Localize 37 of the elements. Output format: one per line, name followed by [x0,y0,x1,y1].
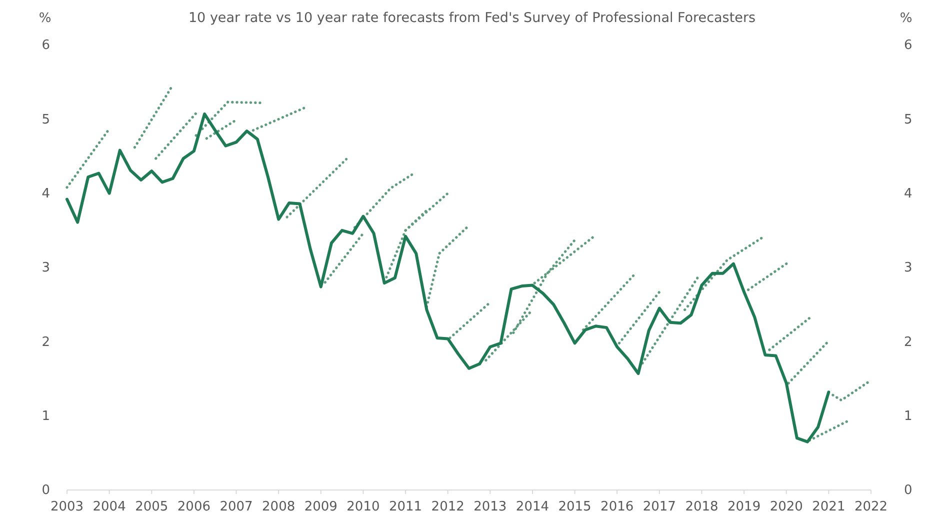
x-tick-label: 2010 [346,500,380,515]
y2-tick-label: 6 [904,38,912,54]
y-tick-label: 2 [42,334,50,350]
x-tick-label: 2014 [516,500,550,515]
y2-tick-label: 2 [904,334,912,350]
x-tick-label: 2016 [600,500,634,515]
x-tick-label: 2015 [558,500,592,515]
y-axis-title: % [38,11,52,26]
x-tick-label: 2022 [854,500,888,515]
chart-title: 10 year rate vs 10 year rate forecasts from Fed's Survey of Professional Forecasters [188,10,756,26]
x-tick-label: 2007 [220,500,253,515]
y-tick-label: 4 [42,186,50,202]
x-tick-label: 2006 [177,500,210,515]
x-tick-label: 2012 [431,500,464,515]
x-tick-label: 2011 [388,500,422,515]
x-tick-label: 2013 [474,500,507,515]
y2-tick-label: 4 [904,186,912,202]
y-tick-label: 0 [42,483,50,498]
y-tick-label: 5 [42,112,50,128]
x-tick-label: 2019 [728,500,761,515]
y2-tick-label: 0 [904,483,912,498]
x-tick-label: 2008 [262,500,296,515]
y2-axis-title: % [900,11,912,26]
y2-tick-label: 3 [904,260,912,276]
y-tick-label: 1 [42,408,50,424]
x-tick-label: 2021 [812,500,846,515]
x-tick-label: 2018 [685,500,718,515]
x-tick-label: 2004 [92,500,126,515]
y-tick-label: 6 [42,38,50,54]
x-tick-label: 2009 [304,500,338,515]
y2-tick-label: 5 [904,112,912,128]
x-tick-label: 2017 [642,500,676,515]
x-tick-label: 2005 [135,500,168,515]
x-tick-label: 2003 [50,500,84,515]
x-tick-label: 2020 [770,500,803,515]
y2-tick-label: 1 [904,408,912,424]
y-tick-label: 3 [42,260,50,276]
